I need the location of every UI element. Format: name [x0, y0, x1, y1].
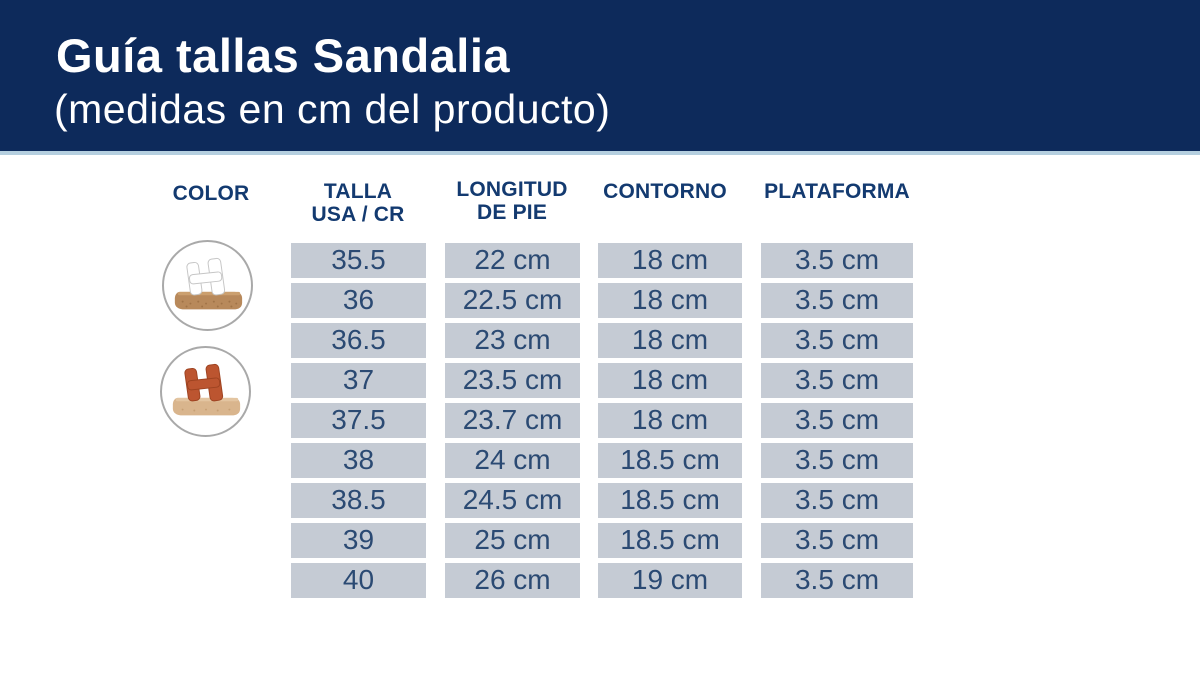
- table-cell-contorno: 18 cm: [598, 283, 742, 318]
- product-image-circle-terracotta: [160, 346, 251, 437]
- column-header-plataforma: PLATAFORMA: [764, 180, 910, 203]
- table-cell-longitud: 24.5 cm: [445, 483, 580, 518]
- table-cell-longitud: 23 cm: [445, 323, 580, 358]
- table-cell-longitud: 22 cm: [445, 243, 580, 278]
- product-image-circle-white: [162, 240, 253, 331]
- table-cell-contorno: 18 cm: [598, 323, 742, 358]
- h-strap: [185, 257, 225, 295]
- table-cell-contorno: 18 cm: [598, 363, 742, 398]
- column-header-contorno: CONTORNO: [603, 180, 727, 203]
- column-header-longitud: LONGITUD DE PIE: [456, 178, 568, 224]
- table-cell-longitud: 23.5 cm: [445, 363, 580, 398]
- page-subtitle: (medidas en cm del producto): [54, 86, 611, 132]
- table-cell-talla: 35.5: [291, 243, 426, 278]
- sole-texture: [181, 300, 237, 307]
- table-cell-plataforma: 3.5 cm: [761, 323, 913, 358]
- table-cell-longitud: 23.7 cm: [445, 403, 580, 438]
- table-cell-plataforma: 3.5 cm: [761, 523, 913, 558]
- table-cell-contorno: 19 cm: [598, 563, 742, 598]
- table-cell-plataforma: 3.5 cm: [761, 403, 913, 438]
- column-header-talla: TALLA USA / CR: [311, 180, 405, 226]
- table-cell-plataforma: 3.5 cm: [761, 243, 913, 278]
- page-title: Guía tallas Sandalia: [56, 29, 511, 82]
- table-cell-talla: 38: [291, 443, 426, 478]
- sole-texture: [181, 408, 230, 411]
- table-cell-plataforma: 3.5 cm: [761, 283, 913, 318]
- table-cell-talla: 37.5: [291, 403, 426, 438]
- table-cell-talla: 36: [291, 283, 426, 318]
- table-cell-plataforma: 3.5 cm: [761, 443, 913, 478]
- sandal-white-icon: [174, 257, 242, 309]
- table-cell-plataforma: 3.5 cm: [761, 483, 913, 518]
- table-cell-contorno: 18.5 cm: [598, 443, 742, 478]
- table-cell-plataforma: 3.5 cm: [761, 563, 913, 598]
- table-cell-talla: 36.5: [291, 323, 426, 358]
- table-cell-contorno: 18 cm: [598, 403, 742, 438]
- table-cell-plataforma: 3.5 cm: [761, 363, 913, 398]
- column-header-color: COLOR: [172, 182, 250, 205]
- table-cell-longitud: 26 cm: [445, 563, 580, 598]
- h-strap: [183, 363, 223, 401]
- banner: Guía tallas Sandalia (medidas en cm del …: [0, 0, 1200, 155]
- table-cell-longitud: 22.5 cm: [445, 283, 580, 318]
- table-cell-longitud: 25 cm: [445, 523, 580, 558]
- table-cell-talla: 38.5: [291, 483, 426, 518]
- table-cell-talla: 40: [291, 563, 426, 598]
- sandal-terracotta-icon: [172, 363, 240, 415]
- table-cell-talla: 37: [291, 363, 426, 398]
- table-cell-contorno: 18.5 cm: [598, 523, 742, 558]
- table-cell-talla: 39: [291, 523, 426, 558]
- table-cell-longitud: 24 cm: [445, 443, 580, 478]
- table-cell-contorno: 18.5 cm: [598, 483, 742, 518]
- table-cell-contorno: 18 cm: [598, 243, 742, 278]
